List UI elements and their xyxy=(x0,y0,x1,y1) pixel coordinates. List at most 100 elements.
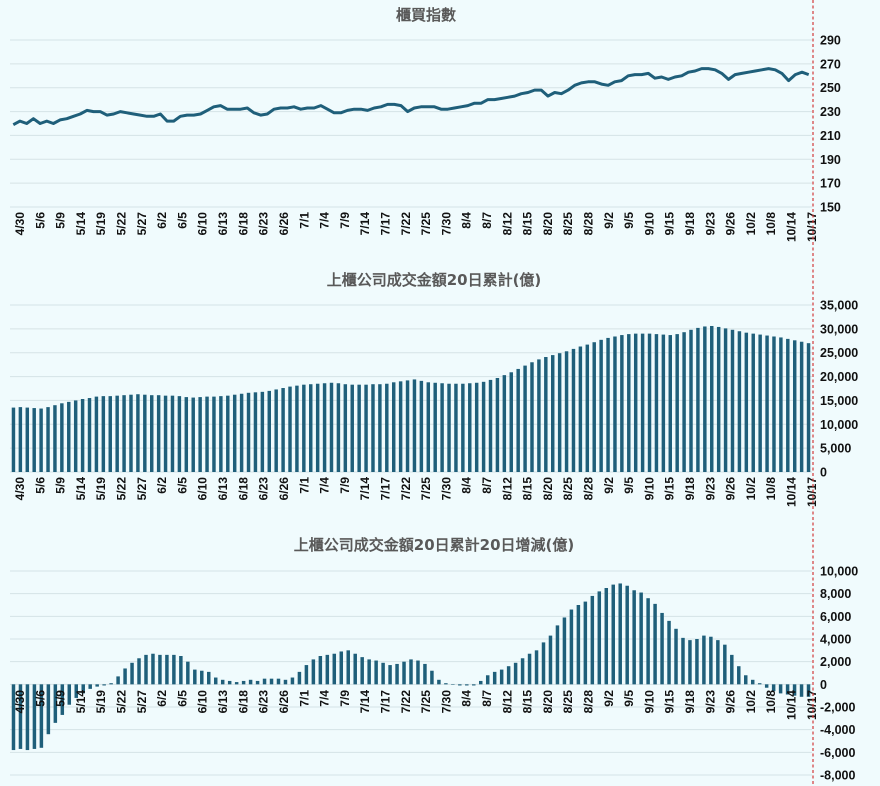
bar xyxy=(191,397,195,472)
bar xyxy=(226,395,230,472)
x-tick-label: 9/23 xyxy=(703,477,717,501)
bar xyxy=(806,684,811,697)
bar xyxy=(564,351,569,472)
x-tick-label: 7/25 xyxy=(419,477,433,501)
bar xyxy=(702,635,706,685)
bar xyxy=(315,383,320,472)
x-tick-label: 8/20 xyxy=(541,690,555,714)
bar xyxy=(177,396,182,472)
x-tick-label: 9/10 xyxy=(642,690,656,714)
bar xyxy=(646,598,650,685)
bar xyxy=(102,684,106,686)
bar xyxy=(339,651,344,685)
bar xyxy=(18,407,23,472)
bar xyxy=(506,666,511,685)
bar xyxy=(88,684,92,689)
x-tick-label: 9/26 xyxy=(724,477,738,501)
bar xyxy=(640,333,645,472)
x-tick-label: 8/20 xyxy=(541,212,555,236)
bar xyxy=(479,680,483,685)
y-tick-label: 210 xyxy=(820,129,841,143)
bar xyxy=(758,334,762,472)
x-tick-label: 5/6 xyxy=(33,690,47,707)
x-tick-label: 8/4 xyxy=(460,212,474,229)
x-tick-label: 7/25 xyxy=(419,690,433,714)
x-tick-label: 6/5 xyxy=(175,690,189,707)
bar xyxy=(474,382,479,472)
bar xyxy=(239,393,244,472)
bar xyxy=(461,383,465,472)
bar xyxy=(212,396,216,472)
bar xyxy=(419,380,424,472)
bar xyxy=(454,383,458,472)
bar xyxy=(18,684,23,749)
bar xyxy=(158,654,162,685)
x-tick-label: 8/15 xyxy=(521,477,535,501)
bar xyxy=(302,384,306,472)
bar xyxy=(205,396,209,472)
y-tick-label: 170 xyxy=(820,177,841,191)
bar xyxy=(689,329,693,472)
y-tick-label: -4,000 xyxy=(820,723,855,737)
bar xyxy=(253,392,258,472)
bar xyxy=(737,666,741,685)
bar xyxy=(709,636,713,685)
bar xyxy=(785,684,790,695)
bar xyxy=(39,684,44,748)
bar xyxy=(440,383,444,472)
bar xyxy=(618,583,622,685)
bar xyxy=(304,665,309,685)
x-tick-label: 7/4 xyxy=(318,477,332,494)
y-tick-label: 5,000 xyxy=(820,442,851,456)
bar xyxy=(353,653,357,685)
x-tick-label: 9/2 xyxy=(602,477,616,494)
x-tick-label: 7/30 xyxy=(439,690,453,714)
y-tick-label: 15,000 xyxy=(820,394,858,408)
x-tick-label: 8/20 xyxy=(541,477,555,501)
y-tick-label: 10,000 xyxy=(820,418,858,432)
x-tick-label: 9/5 xyxy=(622,477,636,494)
x-tick-label: 6/5 xyxy=(175,212,189,229)
bar xyxy=(343,384,348,472)
bar xyxy=(530,362,534,472)
x-tick-label: 6/18 xyxy=(236,690,250,714)
bar xyxy=(613,336,617,472)
bar xyxy=(682,332,686,472)
x-tick-label: 9/26 xyxy=(724,212,738,236)
bar xyxy=(688,640,692,685)
bar xyxy=(213,677,218,685)
bar xyxy=(548,635,553,685)
x-tick-label: 10/8 xyxy=(764,477,778,501)
bar xyxy=(32,408,36,472)
bar xyxy=(371,384,375,472)
x-tick-label: 4/30 xyxy=(13,477,27,501)
bar xyxy=(737,331,742,472)
bar xyxy=(710,325,714,472)
bar xyxy=(32,684,37,749)
bar xyxy=(367,659,371,685)
bar xyxy=(274,389,278,472)
bar xyxy=(74,684,78,698)
bar xyxy=(150,395,154,472)
y-tick-label: 0 xyxy=(820,678,827,692)
x-tick-label: 6/18 xyxy=(236,212,250,236)
x-tick-label: 10/8 xyxy=(764,212,778,236)
x-tick-label: 8/15 xyxy=(521,690,535,714)
x-tick-label: 9/23 xyxy=(703,212,717,236)
bar xyxy=(332,653,337,685)
bar xyxy=(412,379,417,472)
x-tick-label: 9/26 xyxy=(724,690,738,714)
bar xyxy=(599,339,603,472)
bar xyxy=(620,335,624,472)
y-tick-label: 20,000 xyxy=(820,370,858,384)
bar xyxy=(67,401,71,472)
bar xyxy=(433,382,437,472)
bar xyxy=(481,381,486,472)
bar xyxy=(592,342,596,472)
x-tick-label: 9/18 xyxy=(683,690,697,714)
bar xyxy=(11,407,16,472)
bar xyxy=(151,653,155,685)
bar xyxy=(129,394,133,472)
bar xyxy=(288,386,292,472)
x-tick-label: 8/28 xyxy=(582,212,596,236)
